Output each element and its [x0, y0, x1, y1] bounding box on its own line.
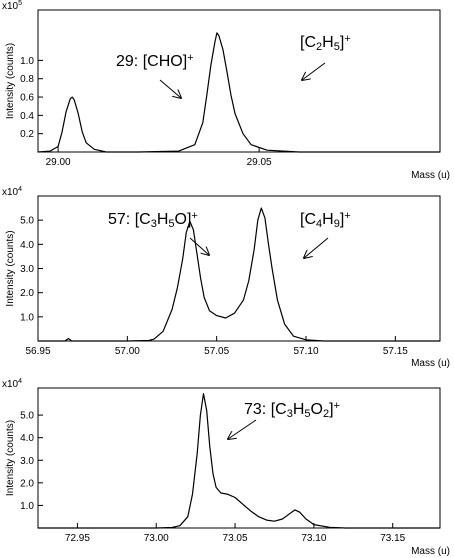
- annotation-subscript: 9: [334, 218, 340, 230]
- chart-panel-2: 1.0 2.0 3.0 4.0 5.0 56.95 57.00 57.05 57.10 57.15…: [2, 186, 450, 369]
- x-tick-label: 57.15: [383, 346, 408, 357]
- y-exponent-power: 5: [18, 0, 22, 7]
- annotation-text: ]: [329, 401, 333, 418]
- x-tick-label: 72.95: [65, 533, 90, 544]
- x-axis-label: Mass (u): [411, 170, 450, 181]
- y-tick-label: 5.0: [20, 216, 34, 227]
- plot-frame: [37, 387, 441, 529]
- annotation-arrow: [228, 419, 257, 439]
- x-tick-label: 57.05: [204, 346, 229, 357]
- annotation-superscript: +: [191, 210, 197, 222]
- annotation-superscript: +: [344, 33, 350, 45]
- annotation-text: 57: [C: [108, 211, 151, 228]
- annotation-text: O]: [175, 211, 192, 228]
- x-tick-label: 57.10: [293, 346, 318, 357]
- y-tick-label: 0.6: [20, 93, 34, 104]
- y-tick-label: 1.0: [20, 56, 34, 67]
- y-exponent-power: 4: [18, 186, 22, 193]
- x-axis-label: Mass (u): [411, 546, 450, 557]
- y-tick-label: 1.0: [20, 501, 34, 512]
- x-tick-label: 29.05: [247, 157, 272, 168]
- y-tick-label: 4.0: [20, 240, 34, 251]
- annotation-text: ]: [340, 211, 344, 228]
- y-exponent-label: x104: [2, 186, 22, 198]
- y-tick-label: 0.2: [20, 129, 34, 140]
- annotation-text: 73: [C: [244, 401, 287, 418]
- annotation-arrow: [302, 62, 326, 80]
- y-exponent-label: x104: [2, 378, 22, 390]
- annotation-text: H: [293, 401, 305, 418]
- annotation-text: ]: [340, 34, 344, 51]
- chart-panel-1: 0.2 0.4 0.6 0.8 1.0 29.00 29.05 x105 Intensity (…: [2, 0, 450, 181]
- annotation-text: [C: [300, 211, 316, 228]
- y-axis-label: Intensity (counts): [5, 43, 16, 119]
- x-tick-label: 56.95: [25, 346, 50, 357]
- annotation-text: H: [157, 211, 169, 228]
- y-tick-label: 2.0: [20, 478, 34, 489]
- y-tick-label: 3.0: [20, 264, 34, 275]
- annotation-subscript: 5: [334, 41, 340, 53]
- y-exponent-label: x105: [2, 0, 22, 12]
- chart-panel-3: 1.0 2.0 3.0 4.0 5.0 72.95 73.00 73.05 73.10 73.15…: [2, 378, 450, 557]
- annotation-arrow: [159, 79, 181, 98]
- plot-frame: [37, 195, 441, 342]
- annotation-subscript: 4: [316, 218, 322, 230]
- peak-annotation: [C2H5]+: [300, 33, 351, 53]
- y-axis-label: Intensity (counts): [5, 420, 16, 496]
- y-tick-label: 3.0: [20, 456, 34, 467]
- y-tick-label: 2.0: [20, 288, 34, 299]
- annotation-subscript: 2: [323, 408, 329, 420]
- annotation-text: H: [322, 34, 334, 51]
- y-tick-label: 4.0: [20, 433, 34, 444]
- x-tick-label: 73.00: [144, 533, 169, 544]
- annotation-text: [C: [300, 34, 316, 51]
- peak-annotation: [C4H9]+: [300, 210, 351, 230]
- x-axis-label: Mass (u): [411, 358, 450, 369]
- x-tick-label: 73.10: [301, 533, 326, 544]
- x-tick-label: 57.00: [115, 346, 140, 357]
- annotation-subscript: 5: [168, 218, 174, 230]
- y-exponent-power: 4: [18, 378, 22, 385]
- plot-frame: [37, 9, 441, 153]
- annotation-arrow: [304, 237, 329, 258]
- y-tick-label: 5.0: [20, 411, 34, 422]
- annotation-text: 29: [CHO]: [116, 53, 187, 70]
- annotation-subscript: 3: [287, 408, 293, 420]
- annotation-superscript: +: [334, 400, 340, 412]
- x-tick-label: 73.05: [223, 533, 248, 544]
- y-tick-label: 0.4: [20, 111, 34, 122]
- x-tick-label: 29.00: [46, 157, 71, 168]
- peak-annotation: 29: [CHO]+: [116, 52, 194, 70]
- peak-annotation: 57: [C3H5O]+: [108, 210, 198, 230]
- y-tick-label: 0.8: [20, 74, 34, 85]
- annotation-superscript: +: [344, 210, 350, 222]
- peak-annotation: 73: [C3H5O2]+: [244, 400, 340, 420]
- annotation-subscript: 2: [316, 41, 322, 53]
- annotation-arrow: [189, 237, 209, 255]
- x-tick-label: 73.15: [380, 533, 405, 544]
- y-tick-label: 1.0: [20, 312, 34, 323]
- series-line-1: [38, 393, 440, 529]
- annotation-superscript: +: [187, 52, 193, 64]
- series-line-1: [37, 32, 440, 153]
- annotation-subscript: 3: [151, 218, 157, 230]
- series-line-1: [38, 207, 440, 342]
- annotation-text: H: [322, 211, 334, 228]
- annotation-subscript: 5: [304, 408, 310, 420]
- y-axis-label: Intensity (counts): [5, 230, 16, 306]
- annotation-text: O: [311, 401, 323, 418]
